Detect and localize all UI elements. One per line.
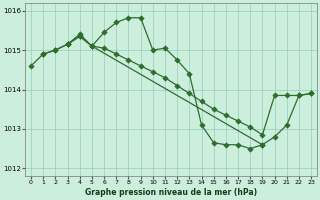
X-axis label: Graphe pression niveau de la mer (hPa): Graphe pression niveau de la mer (hPa) xyxy=(85,188,257,197)
